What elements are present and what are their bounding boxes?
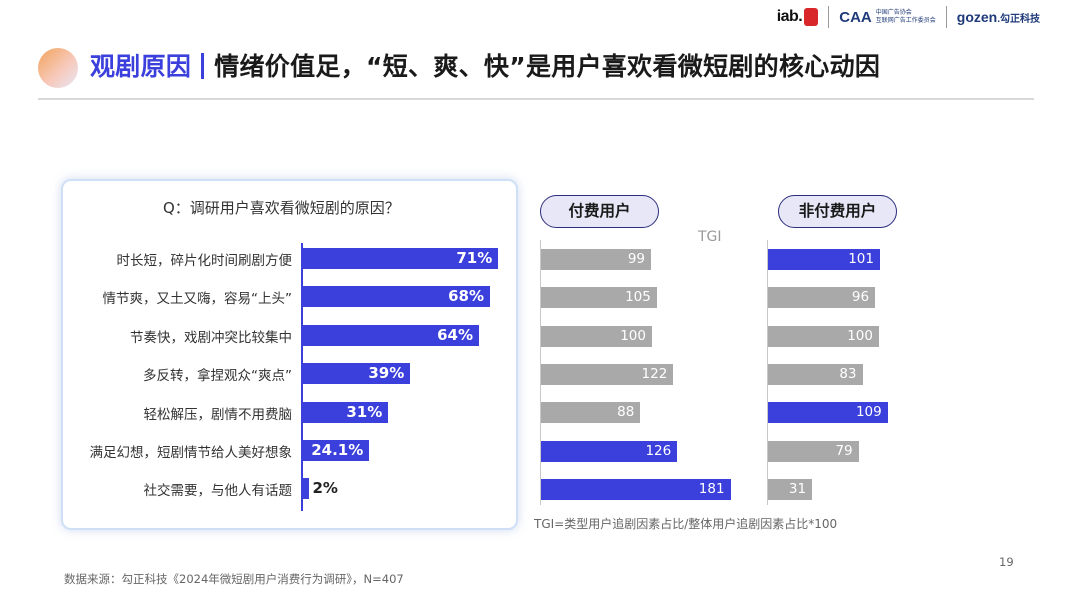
- paid-tgi-bar: 126: [541, 440, 678, 462]
- reason-value-label: 64%: [437, 325, 473, 344]
- paid-tgi-bar: 88: [541, 402, 641, 424]
- paid-tgi-bar: 99: [541, 249, 652, 270]
- page-number: 19: [999, 555, 1014, 569]
- reason-label: 多反转，拿捏观众“爽点”: [143, 368, 292, 385]
- title-section: 观剧原因: [90, 52, 192, 81]
- data-source: 数据来源：勾正科技《2024年微短剧用户消费行为调研》，N=407: [64, 572, 404, 586]
- paid-tgi-bar: 100: [541, 325, 652, 347]
- reason-bar: 71%: [303, 248, 499, 269]
- reason-bar: 39%: [303, 363, 411, 385]
- paid-tgi-bar: 181: [541, 478, 731, 500]
- reason-label: 情节爽，又土又嗨，容易“上头”: [102, 291, 293, 308]
- reason-bar: 24.1%: [303, 440, 370, 461]
- logo-divider: [828, 6, 830, 28]
- unpaid-tgi-bar: 109: [768, 402, 888, 424]
- chart-axis-line: [301, 243, 303, 511]
- caa-logo: CAA 中国广告协会 互联网广告工作委员会: [839, 8, 936, 26]
- reason-value-label: 68%: [448, 287, 484, 306]
- paid-users-header: 付费用户: [540, 195, 659, 228]
- unpaid-users-header: 非付费用户: [778, 195, 897, 228]
- reason-label: 时长短，碎片化时间刷剧方便: [116, 253, 293, 269]
- reason-value-label: 31%: [346, 402, 383, 421]
- unpaid-axis-line: [767, 240, 768, 505]
- unpaid-tgi-bar: 101: [768, 249, 880, 270]
- unpaid-tgi-bar: 83: [768, 363, 863, 385]
- reason-value-label: 39%: [368, 364, 405, 383]
- reason-bar: 2%: [303, 478, 338, 500]
- logo-divider: [945, 6, 947, 28]
- survey-question: Q：调研用户喜欢看微短剧的原因？: [163, 199, 400, 217]
- title-headline: 情绪价值足，“短、爽、快”是用户喜欢看微短剧的核心动因: [214, 52, 881, 81]
- gozen-logo: gozen.勾正科技: [956, 9, 1040, 25]
- tgi-axis-label: TGI: [698, 229, 722, 245]
- paid-axis-line: [540, 240, 541, 505]
- reason-value-label: 71%: [456, 249, 493, 267]
- reason-value-label: 2%: [312, 479, 338, 498]
- reason-label: 节奏快，戏剧冲突比较集中: [130, 329, 292, 346]
- unpaid-tgi-bar: 79: [768, 440, 859, 462]
- unpaid-tgi-bar: 100: [768, 325, 879, 347]
- iab-logo: iab.: [777, 7, 819, 26]
- unpaid-tgi-bar: 31: [768, 478, 813, 500]
- title-decoration-dot: [38, 48, 78, 88]
- paid-tgi-bar: 122: [541, 363, 674, 385]
- partner-logos: iab. CAA 中国广告协会 互联网广告工作委员会 gozen.勾正科技: [777, 4, 1040, 30]
- reason-bar: 64%: [303, 324, 479, 346]
- reason-bar: 31%: [303, 401, 389, 423]
- paid-tgi-bar: 105: [541, 287, 657, 309]
- reasons-chart-card: Q：调研用户喜欢看微短剧的原因？ 时长短，碎片化时间刷剧方便 71% 情节爽，又土又…: [61, 179, 518, 530]
- reason-label: 满足幻想，短剧情节给人美好想象: [89, 445, 293, 461]
- tgi-formula-note: TGI=类型用户追剧因素占比/整体用户追剧因素占比*100: [534, 517, 838, 531]
- title-divider: [201, 53, 205, 79]
- reason-value-label: 24.1%: [311, 441, 364, 459]
- reason-bar: 68%: [303, 286, 490, 308]
- reason-label: 社交需要，与他人有话题: [143, 483, 293, 500]
- title-underline: [38, 98, 1034, 100]
- reason-label: 轻松解压，剧情不用费脑: [143, 406, 293, 423]
- page-title: 观剧原因 情绪价值足，“短、爽、快”是用户喜欢看微短剧的核心动因: [90, 47, 880, 83]
- unpaid-tgi-bar: 96: [768, 287, 876, 309]
